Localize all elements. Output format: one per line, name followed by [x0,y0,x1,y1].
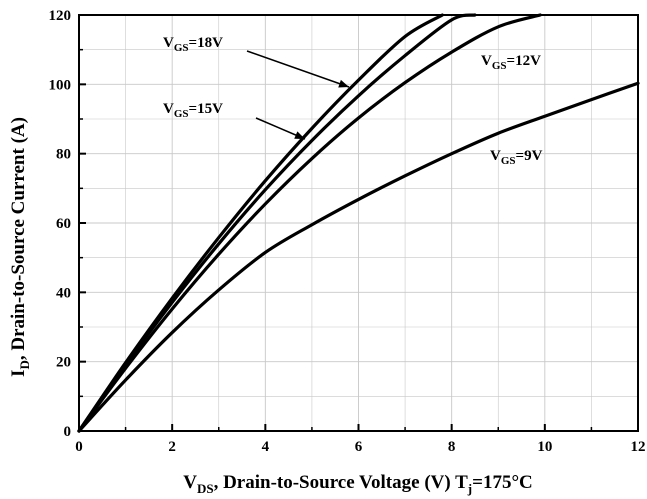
y-axis-title-main: I [8,370,29,377]
series-line-3 [77,81,640,433]
y-axis-title-rest: , Drain-to-Source Current (A) [8,117,29,360]
series-line-1 [77,13,477,433]
series-label-3: VGS=9V [490,148,543,167]
y-tick-label: 40 [56,285,71,301]
x-tick-label: 6 [355,439,363,455]
x-tick-label: 8 [448,439,456,455]
y-tick-label: 20 [56,355,71,371]
x-axis-title-sub: DS [197,481,214,496]
x-axis-title-rest: , Drain-to-Source Voltage (V) T [214,472,469,493]
series-label-arrowhead-0 [338,79,349,88]
x-tick-label: 10 [537,439,552,455]
y-tick-label: 0 [64,424,72,440]
series-group [77,13,640,433]
x-axis-title-tail: =175°C [472,472,533,493]
y-tick-label: 60 [56,216,71,232]
series-label-arrowhead-1 [294,131,305,139]
x-tick-label: 2 [168,439,176,455]
x-tick-label: 12 [631,439,646,455]
series-line-2 [77,13,542,433]
y-tick-label: 80 [56,147,71,163]
y-axis-title: ID, Drain-to-Source Current (A) [8,117,32,377]
x-tick-label: 0 [75,439,83,455]
x-axis-title: VDS, Drain-to-Source Voltage (V) Tj=175°… [183,472,533,496]
x-axis-title-main: V [183,472,197,493]
x-axis-title-sub2: j [467,481,472,496]
series-label-1: VGS=15V [163,101,223,120]
y-tick-label: 120 [49,8,72,24]
grid [79,15,638,431]
series-label-0: VGS=18V [163,35,223,54]
series-label-arrow-0 [246,50,350,88]
ticks [78,14,639,432]
annotations: VGS=18V VGS=15V VGS=12V VGS=9V [163,35,543,167]
x-tick-label: 4 [262,439,270,455]
y-axis-title-sub: D [17,360,32,369]
series-label-2: VGS=12V [481,53,541,72]
y-tick-label: 100 [49,77,72,93]
